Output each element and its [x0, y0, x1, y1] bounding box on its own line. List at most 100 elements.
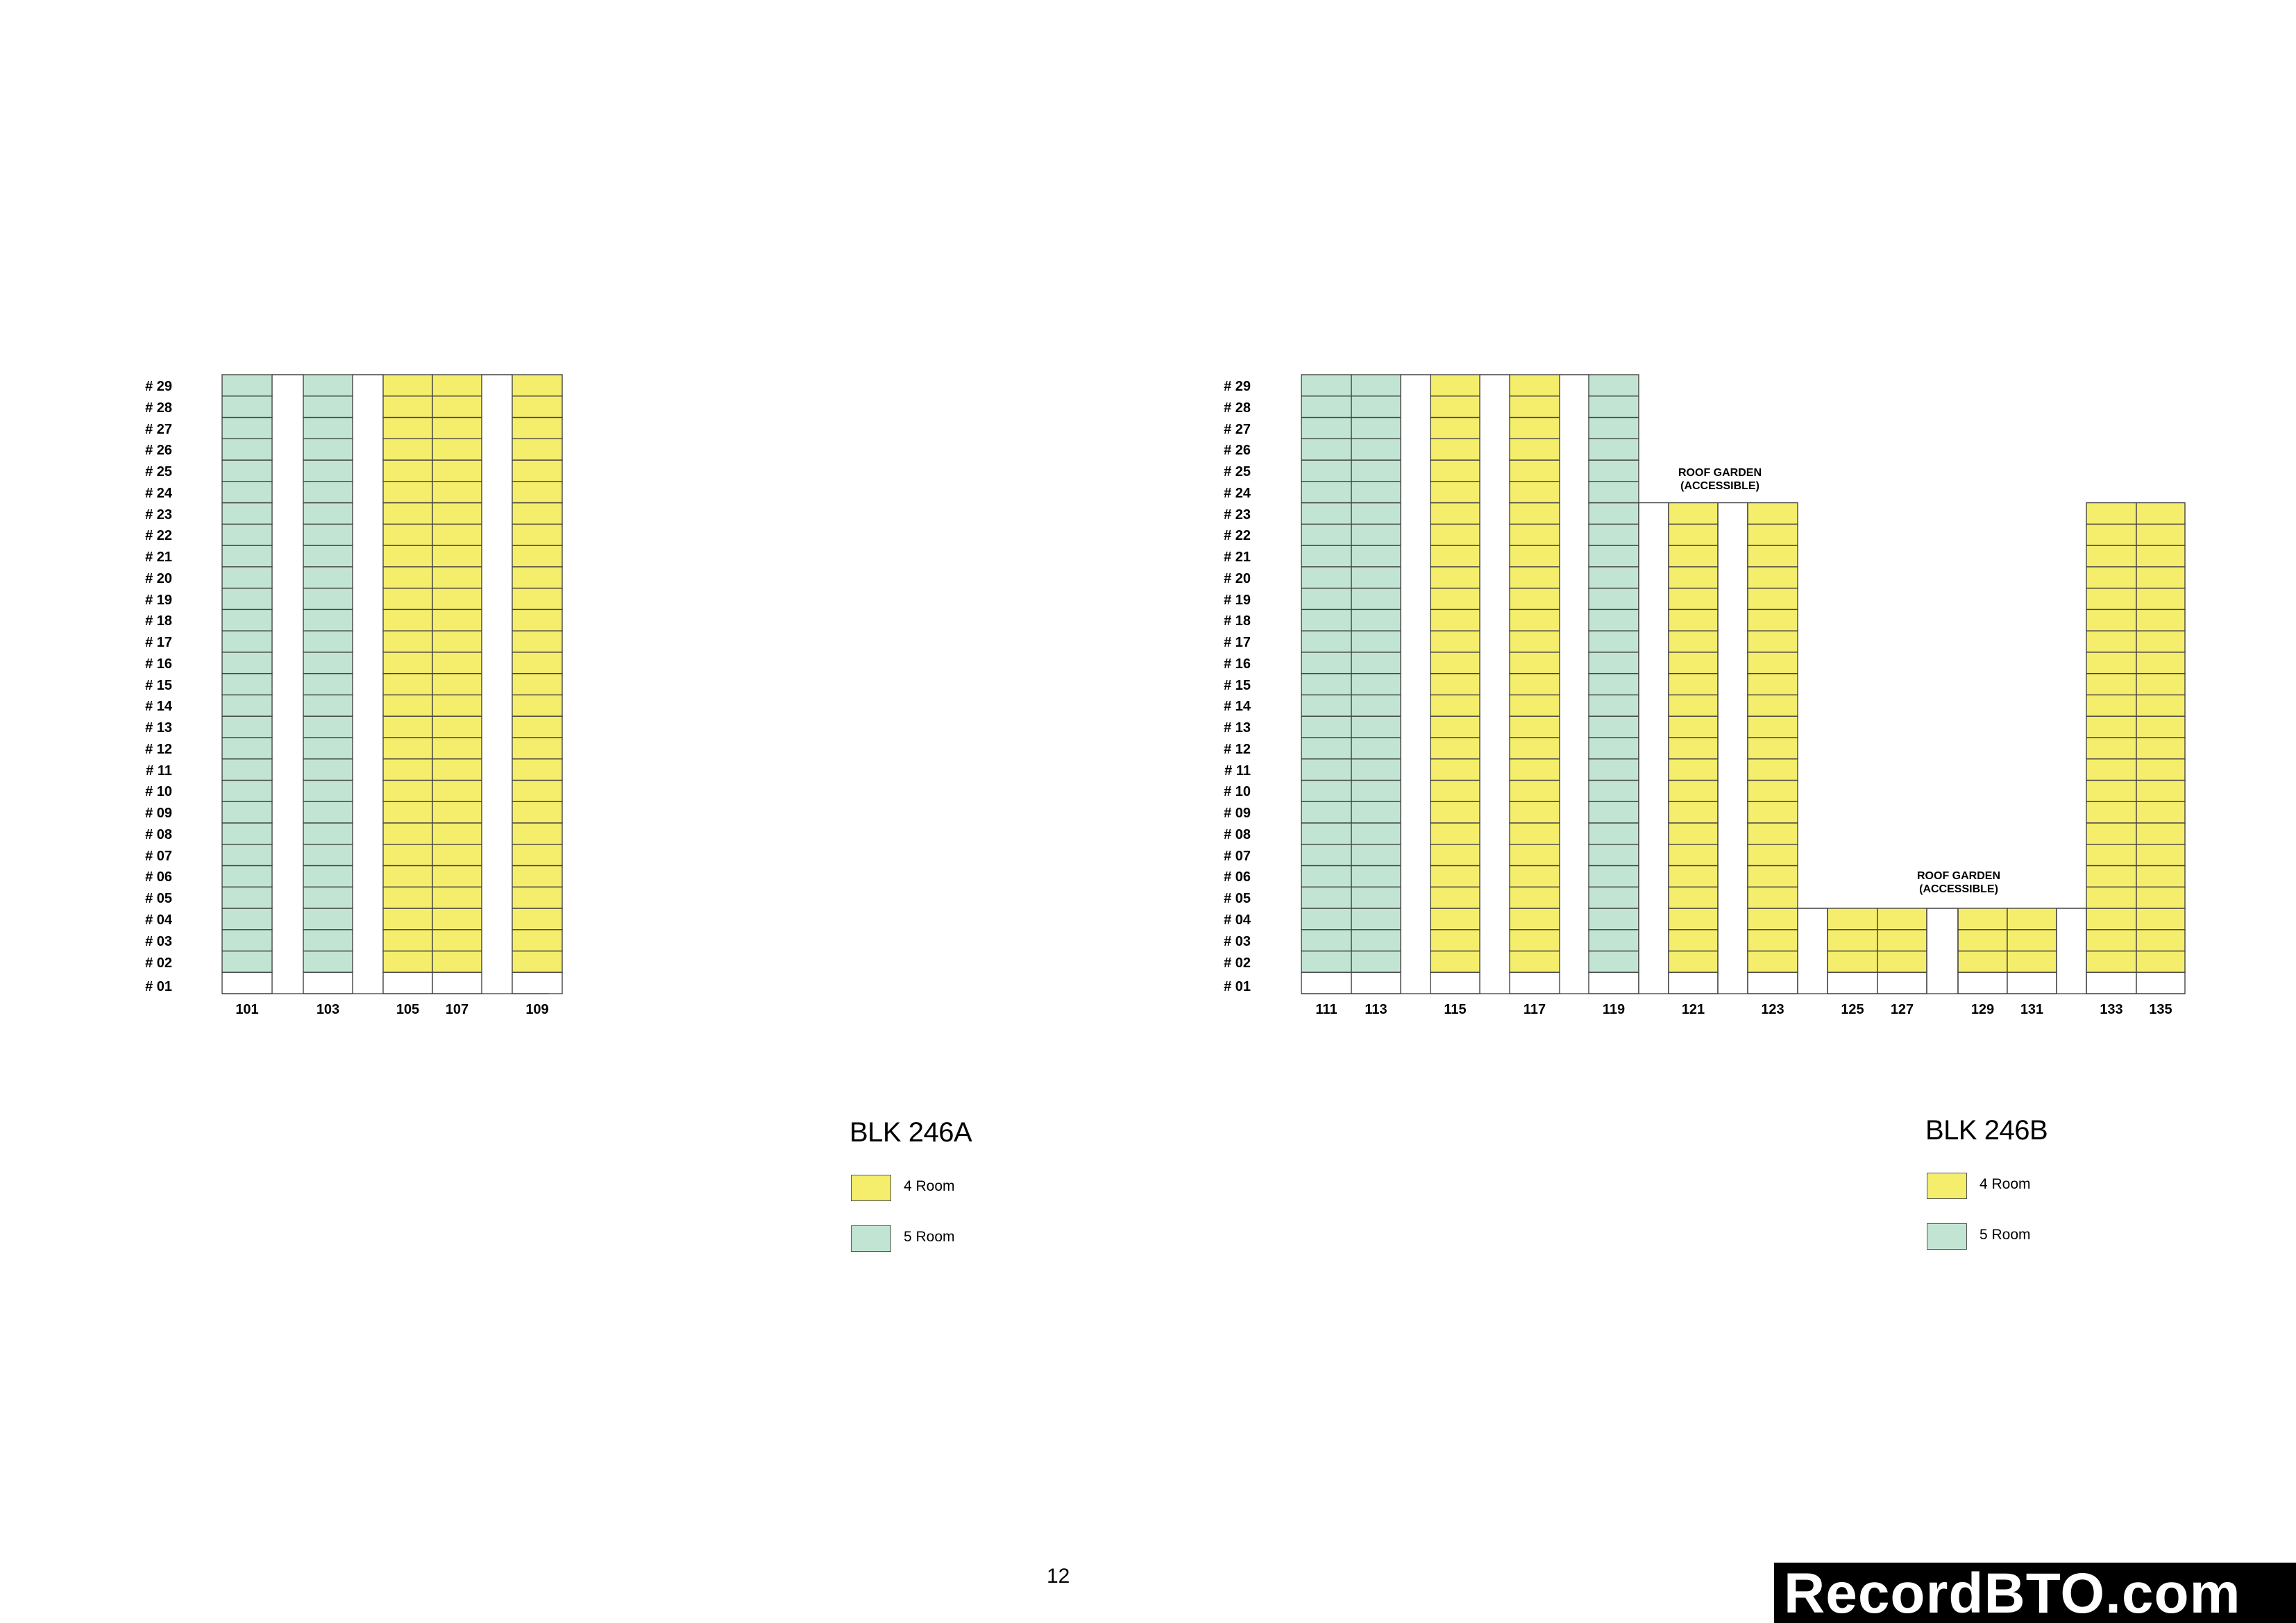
- unit-cell: [512, 481, 563, 504]
- unit-cell: [1588, 908, 1639, 931]
- unit-cell: [382, 566, 433, 589]
- unit-cell: [1351, 737, 1401, 760]
- floor-label: # 21: [1224, 550, 1251, 566]
- unit-cell: [221, 929, 273, 952]
- unit-cell: [1351, 672, 1401, 696]
- unit-number: 121: [1681, 1002, 1705, 1018]
- unit-cell: [432, 715, 482, 738]
- unit-cell: [1588, 566, 1639, 589]
- unit-cell: [1430, 459, 1480, 482]
- floor-label: # 12: [145, 741, 172, 757]
- unit-cell: [1827, 929, 1878, 952]
- unit-cell: [512, 587, 563, 611]
- unit-cell: [1588, 779, 1639, 802]
- unit-cell: [1301, 929, 1352, 952]
- unit-cell: [512, 694, 563, 717]
- legend-swatch: [851, 1175, 891, 1201]
- unit-cell: [432, 737, 482, 760]
- unit-cell: [1301, 587, 1352, 611]
- unit-cell: [432, 929, 482, 952]
- unit-cell: [1747, 672, 1798, 696]
- unit-cell: [1430, 822, 1480, 845]
- unit-cell: [1588, 801, 1639, 824]
- roof-garden-note: ROOF GARDEN (ACCESSIBLE): [1657, 466, 1782, 493]
- unit-cell: [1430, 652, 1480, 674]
- unit-cell: [1430, 886, 1480, 909]
- unit-cell: [1668, 630, 1719, 653]
- unit-cell: [2086, 908, 2137, 931]
- unit-cell: [1509, 844, 1560, 867]
- unit-cell: [2086, 801, 2137, 824]
- unit-cell: [1351, 545, 1401, 568]
- unit-cell: [2136, 672, 2186, 696]
- unit-cell: [2136, 865, 2186, 887]
- unit-cell: [1351, 459, 1401, 482]
- unit-cell: [1509, 609, 1560, 631]
- ground-floor-cell: [382, 971, 433, 994]
- unit-cell: [2086, 950, 2137, 973]
- unit-cell: [382, 886, 433, 909]
- unit-cell: [382, 822, 433, 845]
- unit-cell: [303, 779, 353, 802]
- floor-label: # 16: [1224, 656, 1251, 672]
- unit-cell: [1430, 481, 1480, 504]
- floor-label: # 15: [145, 677, 172, 693]
- unit-cell: [382, 502, 433, 525]
- roof-garden-note: ROOF GARDEN (ACCESSIBLE): [1896, 869, 2021, 896]
- unit-cell: [382, 652, 433, 674]
- floor-label: # 16: [145, 656, 172, 672]
- unit-cell: [1747, 950, 1798, 973]
- unit-cell: [1430, 801, 1480, 824]
- unit-cell: [1747, 566, 1798, 589]
- unit-cell: [1957, 950, 2008, 973]
- unit-cell: [1588, 652, 1639, 674]
- unit-cell: [303, 908, 353, 931]
- unit-cell: [303, 715, 353, 738]
- unit-cell: [2007, 929, 2057, 952]
- unit-number: 129: [1970, 1002, 1995, 1018]
- unit-cell: [1588, 737, 1639, 760]
- unit-cell: [432, 502, 482, 525]
- unit-cell: [1430, 672, 1480, 696]
- unit-cell: [1351, 566, 1401, 589]
- unit-cell: [382, 587, 433, 611]
- unit-cell: [1351, 694, 1401, 717]
- unit-cell: [2086, 502, 2137, 525]
- unit-cell: [221, 822, 273, 845]
- unit-cell: [1430, 715, 1480, 738]
- unit-cell: [432, 545, 482, 568]
- unit-cell: [1668, 844, 1719, 867]
- unit-cell: [1351, 396, 1401, 418]
- unit-cell: [1509, 672, 1560, 696]
- unit-cell: [1509, 950, 1560, 973]
- note-line: ROOF GARDEN: [1917, 870, 2000, 882]
- floor-label: # 01: [1224, 979, 1251, 995]
- unit-cell: [1588, 694, 1639, 717]
- unit-cell: [382, 438, 433, 461]
- unit-cell: [1509, 523, 1560, 546]
- unit-number: 101: [235, 1002, 259, 1018]
- unit-number: 115: [1444, 1002, 1467, 1018]
- unit-number: 119: [1602, 1002, 1626, 1018]
- unit-cell: [2086, 758, 2137, 781]
- unit-cell: [2136, 630, 2186, 653]
- floor-label: # 14: [145, 699, 172, 715]
- unit-cell: [1747, 865, 1798, 887]
- unit-cell: [221, 950, 273, 973]
- unit-cell: [221, 502, 273, 525]
- legend-label: 5 Room: [904, 1229, 955, 1245]
- unit-cell: [1509, 758, 1560, 781]
- unit-cell: [1351, 523, 1401, 546]
- unit-cell: [2086, 822, 2137, 845]
- ground-floor-cell: [1668, 971, 1719, 994]
- floor-label: # 25: [1224, 464, 1251, 480]
- ground-floor-cell: [1430, 971, 1480, 994]
- unit-cell: [382, 865, 433, 887]
- unit-cell: [1430, 694, 1480, 717]
- unit-cell: [1351, 438, 1401, 461]
- unit-cell: [1509, 779, 1560, 802]
- unit-cell: [1430, 865, 1480, 887]
- unit-cell: [432, 374, 482, 397]
- unit-cell: [512, 459, 563, 482]
- unit-cell: [221, 801, 273, 824]
